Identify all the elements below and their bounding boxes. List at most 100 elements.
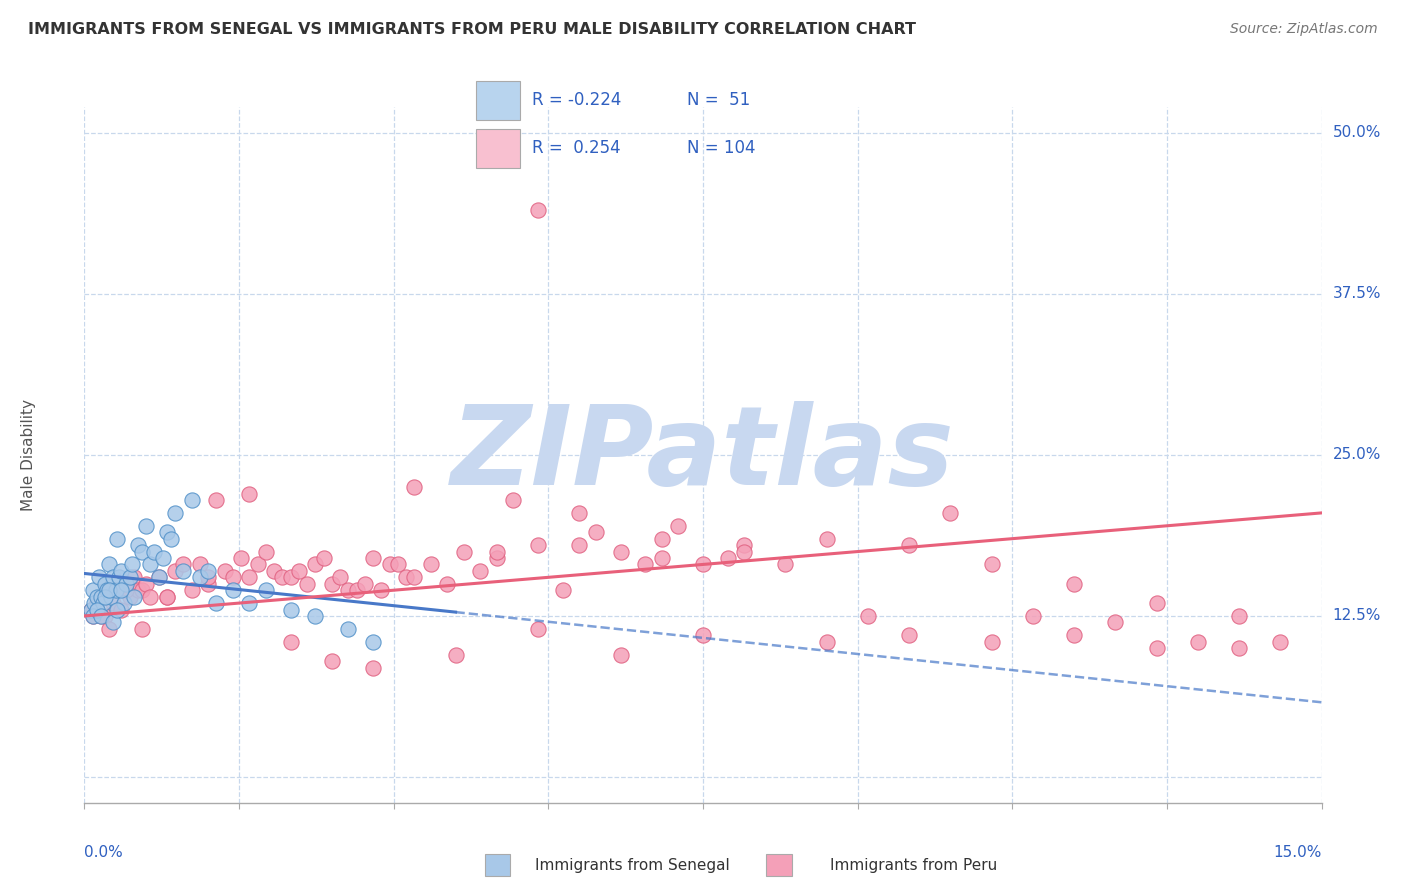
Point	[83, 596, 105, 610]
Point	[105, 602, 128, 616]
Point	[304, 609, 326, 624]
Point	[321, 576, 343, 591]
FancyBboxPatch shape	[477, 129, 520, 168]
Point	[692, 558, 714, 572]
Point	[485, 544, 508, 558]
Point	[103, 570, 125, 584]
Point	[214, 564, 236, 578]
Point	[733, 538, 755, 552]
Point	[609, 648, 631, 662]
Point	[121, 558, 143, 572]
Point	[717, 551, 740, 566]
Point	[395, 570, 418, 584]
Point	[122, 570, 145, 584]
Point	[131, 622, 153, 636]
Point	[337, 622, 360, 636]
Text: Male Disability: Male Disability	[21, 399, 37, 511]
Point	[94, 609, 117, 624]
Point	[1146, 596, 1168, 610]
Point	[98, 583, 121, 598]
Text: ZIPatlas: ZIPatlas	[451, 401, 955, 508]
Point	[329, 570, 352, 584]
Point	[112, 596, 135, 610]
Point	[197, 564, 219, 578]
Point	[288, 564, 311, 578]
Text: 15.0%: 15.0%	[1274, 845, 1322, 860]
Point	[898, 628, 921, 642]
Point	[98, 558, 121, 572]
Point	[387, 558, 409, 572]
Point	[898, 538, 921, 552]
Point	[280, 602, 302, 616]
Point	[692, 628, 714, 642]
Point	[180, 583, 202, 598]
Point	[444, 648, 467, 662]
Point	[651, 532, 673, 546]
Point	[165, 564, 187, 578]
Point	[104, 583, 127, 598]
Point	[361, 551, 384, 566]
Point	[131, 544, 153, 558]
Point	[568, 538, 591, 552]
Point	[1227, 641, 1250, 656]
Point	[197, 570, 219, 584]
Point	[86, 596, 108, 610]
Point	[609, 544, 631, 558]
Point	[453, 544, 475, 558]
Point	[172, 564, 194, 578]
Point	[1063, 576, 1085, 591]
Point	[98, 583, 121, 598]
Point	[304, 558, 326, 572]
Point	[148, 570, 170, 584]
Point	[370, 583, 392, 598]
Point	[143, 544, 166, 558]
Point	[222, 570, 245, 584]
Point	[94, 590, 117, 604]
Point	[152, 551, 174, 566]
Point	[114, 576, 136, 591]
Point	[86, 590, 108, 604]
Point	[280, 570, 302, 584]
Point	[160, 532, 183, 546]
Point	[568, 506, 591, 520]
Text: 12.5%: 12.5%	[1333, 608, 1381, 624]
Point	[485, 551, 508, 566]
Point	[80, 602, 103, 616]
Point	[271, 570, 294, 584]
Point	[404, 570, 426, 584]
Text: 50.0%: 50.0%	[1333, 125, 1381, 140]
Point	[122, 590, 145, 604]
Point	[205, 596, 228, 610]
Point	[1187, 634, 1209, 648]
Text: R = -0.224: R = -0.224	[531, 91, 621, 109]
Point	[156, 590, 179, 604]
Point	[527, 622, 550, 636]
Point	[280, 634, 302, 648]
Point	[733, 544, 755, 558]
Point	[321, 654, 343, 668]
Point	[90, 590, 112, 604]
Point	[312, 551, 335, 566]
Text: 37.5%: 37.5%	[1333, 286, 1381, 301]
Point	[90, 609, 112, 624]
Point	[105, 532, 128, 546]
Point	[118, 570, 141, 584]
Point	[89, 570, 111, 584]
Text: 25.0%: 25.0%	[1333, 448, 1381, 462]
Point	[139, 590, 162, 604]
Point	[263, 564, 285, 578]
Text: R =  0.254: R = 0.254	[531, 139, 620, 157]
Point	[470, 564, 492, 578]
Point	[96, 583, 118, 598]
Point	[205, 493, 228, 508]
Point	[856, 609, 879, 624]
Point	[86, 602, 108, 616]
Point	[502, 493, 524, 508]
Point	[246, 558, 269, 572]
Point	[82, 609, 104, 624]
Point	[110, 564, 132, 578]
Point	[114, 583, 136, 598]
Point	[238, 596, 260, 610]
Point	[939, 506, 962, 520]
Point	[148, 570, 170, 584]
